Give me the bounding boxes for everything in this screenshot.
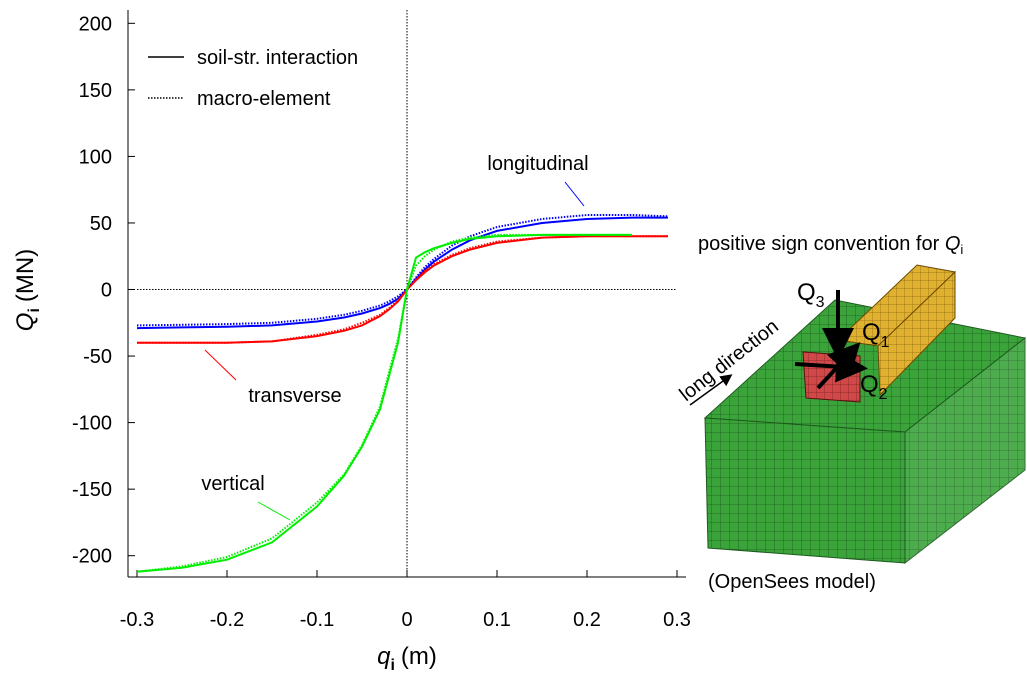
- x-tick-label: -0.3: [120, 609, 154, 631]
- annotation-leader: [258, 502, 290, 520]
- x-tick-label: 0: [401, 609, 412, 631]
- x-tick-label: 0.1: [483, 609, 511, 631]
- y-tick-label: 150: [79, 80, 112, 102]
- subscript: 3: [816, 294, 825, 311]
- macro-line: [137, 235, 632, 572]
- symbol: Q: [12, 313, 39, 332]
- y-tick-label: -100: [72, 413, 112, 435]
- subscript: i: [390, 657, 394, 674]
- force-label: Q3: [797, 279, 825, 311]
- y-tick-label: 100: [79, 146, 112, 168]
- plot: -200 -150 -100 -50 0 50 100 150 200 -0.3 -0.2 -0.1 0…: [12, 10, 691, 674]
- unit: (MN): [12, 249, 39, 302]
- symbol: Q: [860, 371, 879, 398]
- y-tick-label: 200: [79, 13, 112, 35]
- symbol: q: [377, 643, 391, 670]
- x-tick-label: 0.2: [573, 609, 601, 631]
- x-tick-label: -0.2: [210, 609, 244, 631]
- x-axis-label: qi (m): [377, 643, 437, 674]
- y-tick-label: -50: [83, 346, 112, 368]
- series-annotation: longitudinal: [487, 153, 588, 175]
- series-annotation: transverse: [248, 385, 341, 407]
- unit: (m): [401, 643, 437, 670]
- model-label: (OpenSees model): [708, 571, 876, 593]
- subscript: 2: [879, 386, 888, 403]
- series-line: [137, 235, 632, 572]
- subscript: i: [26, 308, 43, 312]
- y-tick-label: -150: [72, 479, 112, 501]
- x-tick-label: -0.1: [300, 609, 334, 631]
- macro-line: [137, 215, 668, 325]
- annotation-leader: [205, 350, 236, 380]
- y-tick-label: 0: [101, 280, 112, 302]
- soil-front: [705, 418, 905, 563]
- footing: [803, 352, 860, 402]
- annotation-leader: [565, 182, 584, 206]
- model-drawing: long direction Q3 Q1 Q2 positive sign co…: [676, 233, 1025, 593]
- y-axis-label: Qi (MN): [12, 249, 43, 331]
- x-tick-label: 0.3: [663, 609, 691, 631]
- symbol: Q: [945, 233, 961, 255]
- series-annotation: vertical: [201, 473, 264, 495]
- y-tick-label: 50: [90, 213, 112, 235]
- legend-label: macro-element: [197, 88, 331, 110]
- caption-text: positive sign convention for: [698, 233, 940, 255]
- figure: long direction Q3 Q1 Q2 positive sign co…: [0, 0, 1027, 675]
- legend-label: soil-str. interaction: [197, 47, 358, 69]
- symbol: Q: [797, 279, 816, 306]
- subscript: i: [960, 242, 963, 257]
- inset-caption: positive sign convention for Qi: [698, 233, 963, 257]
- subscript: 1: [881, 334, 890, 351]
- y-tick-label: -200: [72, 546, 112, 568]
- symbol: Q: [862, 319, 881, 346]
